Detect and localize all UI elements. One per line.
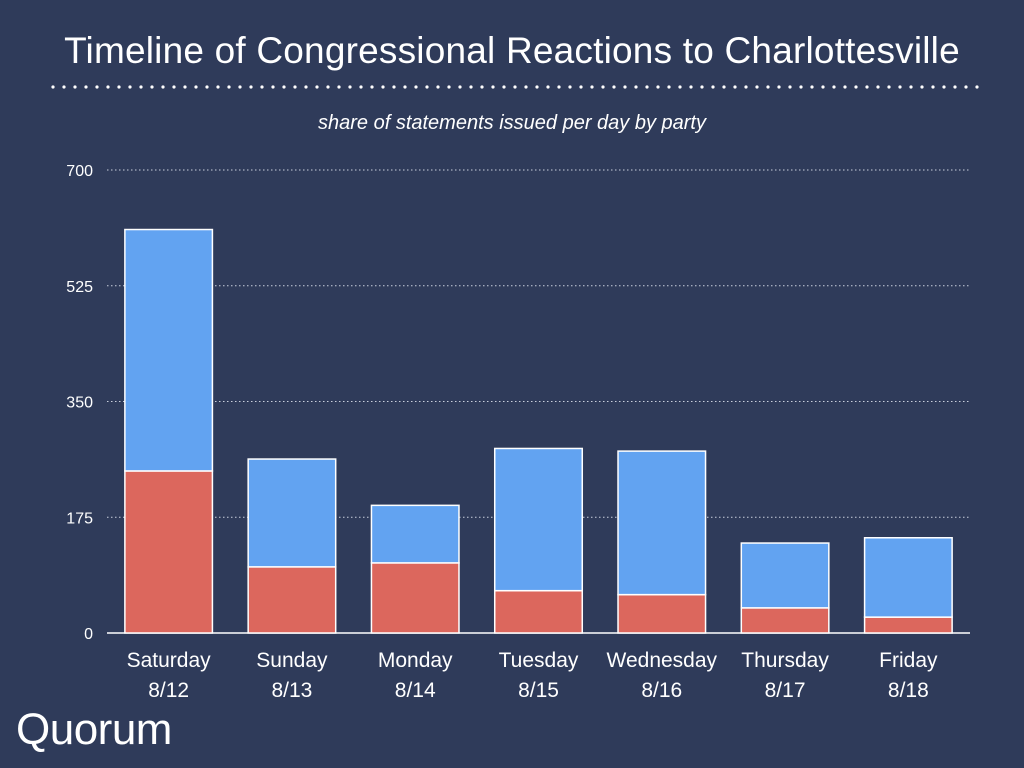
x-tick-label-date: 8/16 (641, 679, 682, 702)
y-tick-label: 175 (66, 510, 93, 527)
bar-segment (740, 607, 830, 634)
bar-segment (247, 458, 337, 568)
bar-segment (370, 504, 460, 564)
x-tick-label-day: Tuesday (499, 649, 579, 672)
y-tick-label: 350 (66, 395, 93, 412)
x-tick-label-day: Thursday (741, 649, 829, 672)
x-tick-label-day: Monday (378, 649, 453, 672)
chart-subtitle: share of statements issued per day by pa… (318, 112, 706, 134)
bar-segment (863, 616, 953, 634)
bar-segment (124, 228, 214, 472)
bar-segment (370, 562, 460, 634)
bar-segment (617, 593, 707, 634)
bar-segment (617, 450, 707, 596)
chart-title: Timeline of Congressional Reactions to C… (64, 30, 960, 71)
x-tick-label-day: Friday (879, 649, 938, 672)
y-tick-label: 700 (66, 163, 93, 180)
x-tick-label-date: 8/15 (518, 679, 559, 702)
x-tick-label-date: 8/14 (395, 679, 436, 702)
y-tick-label: 0 (84, 626, 93, 643)
bar-segment (863, 537, 953, 618)
x-tick-label-day: Wednesday (607, 649, 718, 672)
quorum-logo: Quorum (16, 705, 172, 754)
x-tick-label-date: 8/13 (271, 679, 312, 702)
x-tick-label-day: Sunday (256, 649, 328, 672)
bar-segment (124, 470, 214, 634)
bar-segment (740, 542, 830, 609)
bar-segment (493, 447, 584, 592)
x-tick-label-date: 8/12 (148, 679, 189, 702)
x-tick-label-date: 8/17 (765, 679, 806, 702)
x-tick-label-day: Saturday (127, 649, 212, 672)
bar-segment (493, 589, 584, 634)
bar-segment (247, 566, 337, 634)
y-tick-label: 525 (66, 279, 93, 296)
title-divider (51, 85, 980, 89)
x-tick-label-date: 8/18 (888, 679, 929, 702)
